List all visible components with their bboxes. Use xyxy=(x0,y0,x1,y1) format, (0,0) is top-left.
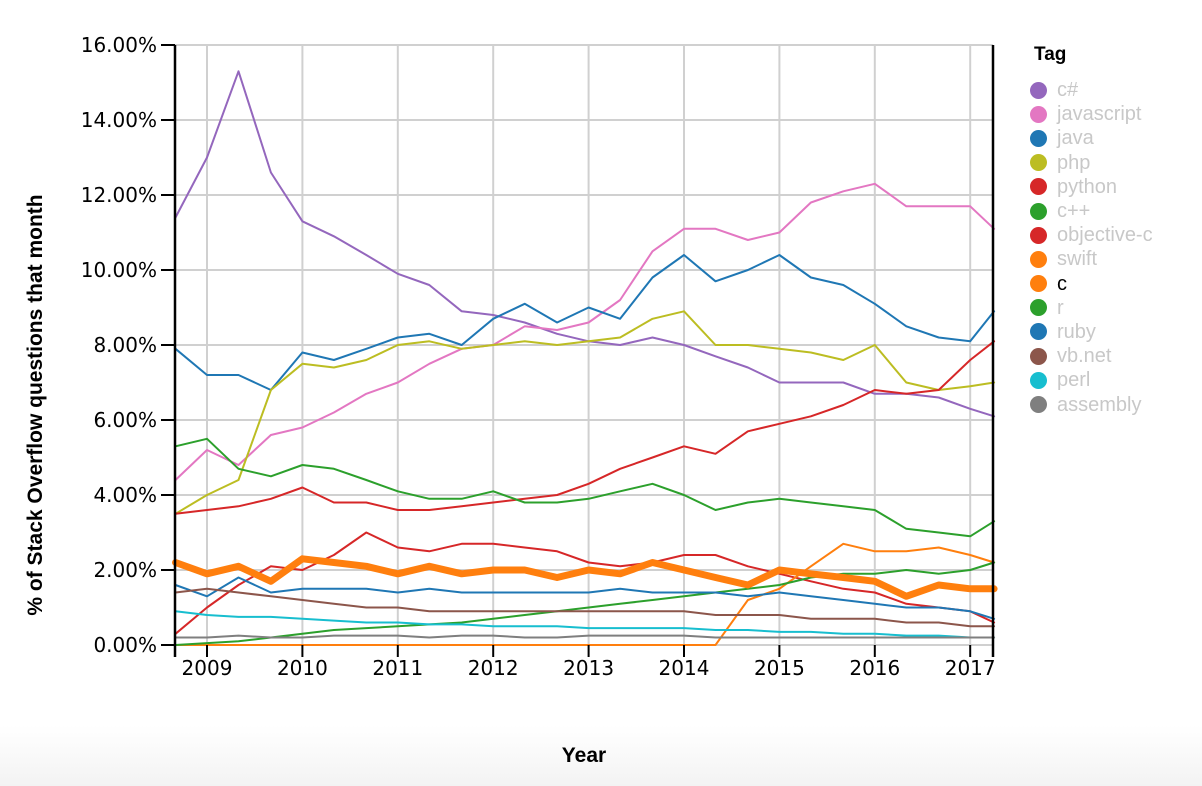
x-axis-title: Year xyxy=(562,744,606,767)
legend-label: php xyxy=(1057,151,1091,174)
x-tick-label: 2016 xyxy=(849,656,900,680)
legend-label: ruby xyxy=(1057,320,1096,343)
series-line-java xyxy=(174,254,996,391)
legend-item-c[interactable]: c xyxy=(1030,272,1153,296)
y-tick-label: 6.00% xyxy=(93,408,157,432)
x-tick-label: 2015 xyxy=(754,656,805,680)
legend-item-vb-net[interactable]: vb.net xyxy=(1030,344,1153,368)
legend-label: c# xyxy=(1057,79,1079,102)
series-line-c-- xyxy=(174,437,996,538)
legend-label: objective-c xyxy=(1057,224,1153,247)
axes: 0.00% 2.00% 4.00% 6.00% 8.00% 10.00% 12.00% 14.… xyxy=(81,33,996,680)
series-line-assembly xyxy=(174,634,996,639)
x-tick-label: 2013 xyxy=(563,656,614,680)
series-line-vb-net xyxy=(174,587,996,628)
y-tick-label: 16.00% xyxy=(81,33,157,57)
legend-swatch-icon xyxy=(1030,299,1047,317)
legend-swatch-icon xyxy=(1030,129,1047,147)
legend-item-assembly[interactable]: assembly xyxy=(1030,392,1153,416)
series-line-c xyxy=(172,555,998,600)
x-tick-label: 2012 xyxy=(468,656,519,680)
y-axis-title: % of Stack Overflow questions that month xyxy=(24,194,47,615)
y-tick-label: 14.00% xyxy=(81,108,157,132)
legend-swatch-icon xyxy=(1030,371,1047,389)
legend-swatch-icon xyxy=(1030,347,1047,365)
x-tick-label: 2009 xyxy=(182,656,233,680)
y-tick-label: 0.00% xyxy=(93,633,157,657)
legend-label: vb.net xyxy=(1057,345,1112,368)
legend-swatch-icon xyxy=(1030,202,1047,220)
legend-swatch-icon xyxy=(1030,105,1047,123)
y-tick-label: 12.00% xyxy=(81,183,157,207)
legend-label: assembly xyxy=(1057,393,1142,416)
legend-items: c# javascript java php python c++ objective-c s… xyxy=(1030,78,1153,417)
legend-label: r xyxy=(1057,296,1064,319)
series-line-c- xyxy=(174,70,996,418)
legend-item-r[interactable]: r xyxy=(1030,296,1153,320)
legend-label: c xyxy=(1057,272,1067,295)
x-tick-label: 2014 xyxy=(659,656,710,680)
legend-title: Tag xyxy=(1034,44,1067,65)
legend-item-c-[interactable]: c# xyxy=(1030,78,1153,102)
legend-label: perl xyxy=(1057,369,1091,392)
legend-swatch-icon xyxy=(1030,178,1047,196)
y-tick-label: 8.00% xyxy=(93,333,157,357)
legend-swatch-icon xyxy=(1030,323,1047,341)
x-tick-label: 2010 xyxy=(277,656,328,680)
legend-item-javascript[interactable]: javascript xyxy=(1030,102,1153,126)
series-line-ruby xyxy=(174,576,996,620)
legend-item-perl[interactable]: perl xyxy=(1030,368,1153,392)
legend-item-c--[interactable]: c++ xyxy=(1030,199,1153,223)
legend-label: c++ xyxy=(1057,200,1091,223)
legend-label: swift xyxy=(1057,248,1097,271)
legend-swatch-icon xyxy=(1030,250,1047,268)
legend-item-swift[interactable]: swift xyxy=(1030,247,1153,271)
series-line-javascript xyxy=(174,182,996,481)
series-line-objective-c xyxy=(174,531,996,635)
series-line-perl xyxy=(174,610,996,639)
legend-item-java[interactable]: java xyxy=(1030,126,1153,150)
legend-item-ruby[interactable]: ruby xyxy=(1030,320,1153,344)
x-tick-label: 2017 xyxy=(945,656,996,680)
legend-label: python xyxy=(1057,175,1118,198)
legend-swatch-icon xyxy=(1030,226,1047,244)
legend-swatch-icon xyxy=(1030,154,1047,172)
legend: Tag c# javascript java php python c++ objectiv… xyxy=(1030,44,1153,417)
y-tick-label: 2.00% xyxy=(93,558,157,582)
series-line-php xyxy=(174,310,996,515)
legend-label: java xyxy=(1057,127,1094,150)
legend-label: javascript xyxy=(1057,103,1142,126)
x-tick-label: 2011 xyxy=(372,656,423,680)
series-line-python xyxy=(174,340,996,515)
series-lines xyxy=(172,70,998,646)
legend-item-php[interactable]: php xyxy=(1030,151,1153,175)
legend-item-python[interactable]: python xyxy=(1030,175,1153,199)
legend-item-objective-c[interactable]: objective-c xyxy=(1030,223,1153,247)
grid-lines xyxy=(175,44,993,646)
y-tick-label: 10.00% xyxy=(81,258,157,282)
series-line-r xyxy=(174,561,996,646)
legend-swatch-icon xyxy=(1030,275,1047,293)
legend-swatch-icon xyxy=(1030,81,1047,99)
y-tick-label: 4.00% xyxy=(93,483,157,507)
legend-swatch-icon xyxy=(1030,396,1047,414)
